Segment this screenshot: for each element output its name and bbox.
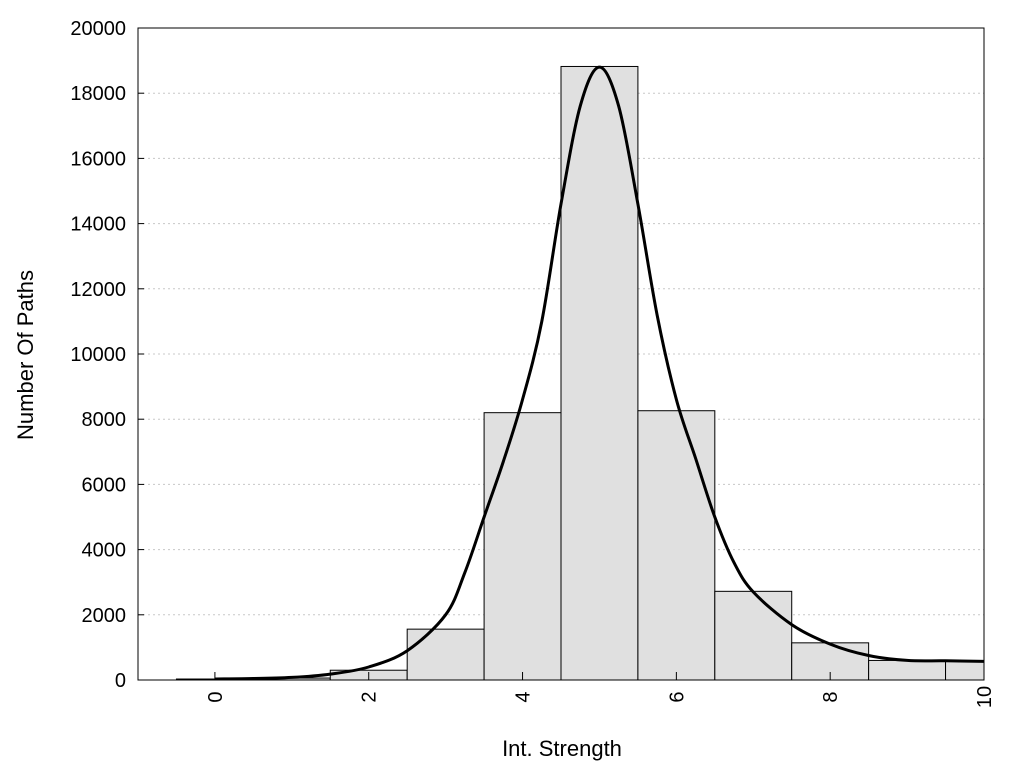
- y-tick-label: 6000: [82, 474, 127, 496]
- x-tick-label: 2: [359, 691, 381, 702]
- y-tick-label: 8000: [82, 409, 127, 431]
- y-tick-label: 20000: [70, 18, 126, 40]
- y-axis-ticks: 0 2000 4000 6000 8000 10000 12000 14000 16000 180…: [70, 18, 144, 692]
- y-tick-label: 18000: [70, 83, 126, 105]
- histogram-bar: [483, 412, 562, 681]
- y-tick-label: 4000: [82, 540, 127, 562]
- x-tick-label: 0: [205, 691, 227, 702]
- y-tick-label: 0: [115, 670, 126, 692]
- y-axis-label: Number Of Paths: [13, 270, 38, 440]
- x-tick-label: 8: [820, 691, 842, 702]
- histogram-bar: [714, 590, 793, 681]
- histogram-bar: [868, 659, 947, 681]
- histogram-bar: [406, 628, 485, 681]
- x-tick-label: 4: [513, 691, 535, 702]
- x-axis-label: Int. Strength: [502, 736, 622, 761]
- y-tick-label: 10000: [70, 344, 126, 366]
- smoothed-curve: [214, 65, 985, 681]
- histogram-bar: [560, 65, 639, 681]
- histogram-bar: [945, 660, 985, 681]
- x-tick-label: 10: [974, 686, 996, 708]
- y-tick-label: 16000: [70, 148, 126, 170]
- y-tick-label: 12000: [70, 279, 126, 301]
- gridlines: [138, 92, 984, 616]
- x-tick-label: 6: [666, 691, 688, 702]
- histogram-bar: [637, 410, 716, 681]
- y-tick-label: 2000: [82, 605, 127, 627]
- y-tick-label: 14000: [70, 214, 126, 236]
- x-axis-ticks: 0 2 4 6 8 10: [205, 672, 996, 708]
